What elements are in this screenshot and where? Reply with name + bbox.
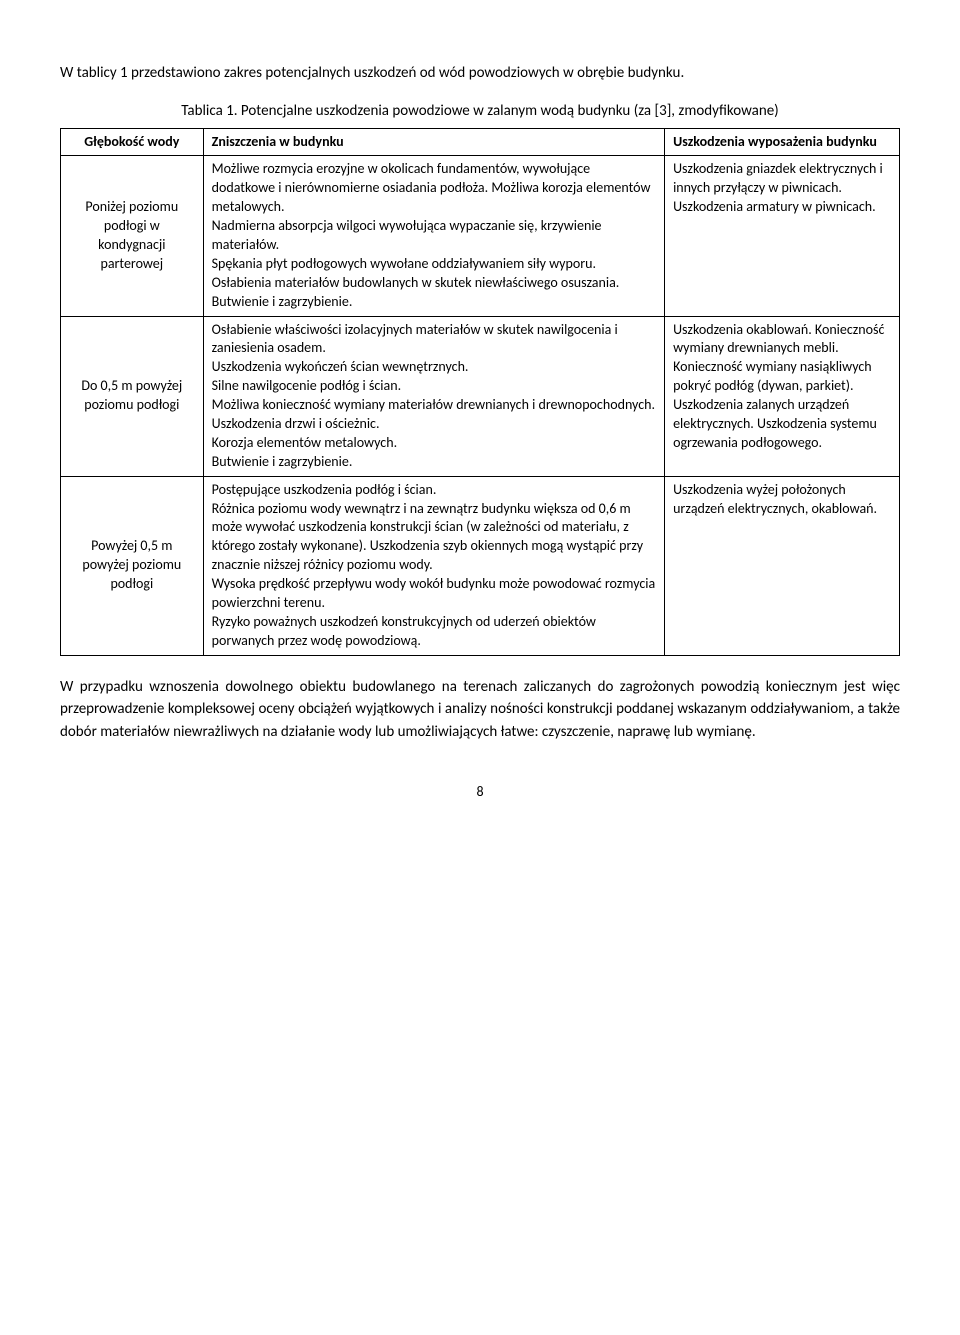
- table-row: Poniżej poziomu podłogi w kondygnacji pa…: [61, 156, 900, 316]
- header-equipment-damage: Uszkodzenia wyposażenia budynku: [665, 128, 900, 156]
- cell-depth: Do 0,5 m powyżej poziomu podłogi: [61, 316, 204, 476]
- cell-building-damage: Możliwe rozmycia erozyjne w okolicach fu…: [203, 156, 664, 316]
- cell-building-damage: Osłabienie właściwości izolacyjnych mate…: [203, 316, 664, 476]
- outro-paragraph: W przypadku wznoszenia dowolnego obiektu…: [60, 676, 900, 744]
- header-building-damage: Zniszczenia w budynku: [203, 128, 664, 156]
- header-depth: Głębokość wody: [61, 128, 204, 156]
- table-row: Do 0,5 m powyżej poziomu podłogi Osłabie…: [61, 316, 900, 476]
- table-caption: Tablica 1. Potencjalne uszkodzenia powod…: [60, 101, 900, 121]
- cell-equipment-damage: Uszkodzenia gniazdek elektrycznych i inn…: [665, 156, 900, 316]
- cell-depth: Poniżej poziomu podłogi w kondygnacji pa…: [61, 156, 204, 316]
- cell-building-damage: Postępujące uszkodzenia podłóg i ścian.R…: [203, 476, 664, 655]
- damage-table: Głębokość wody Zniszczenia w budynku Usz…: [60, 128, 900, 656]
- table-row: Powyżej 0,5 m powyżej poziomu podłogi Po…: [61, 476, 900, 655]
- cell-depth: Powyżej 0,5 m powyżej poziomu podłogi: [61, 476, 204, 655]
- page-number: 8: [60, 783, 900, 802]
- table-header-row: Głębokość wody Zniszczenia w budynku Usz…: [61, 128, 900, 156]
- intro-paragraph: W tablicy 1 przedstawiono zakres potencj…: [60, 63, 900, 83]
- cell-equipment-damage: Uszkodzenia wyżej położonych urządzeń el…: [665, 476, 900, 655]
- cell-equipment-damage: Uszkodzenia okablowań. Konieczność wymia…: [665, 316, 900, 476]
